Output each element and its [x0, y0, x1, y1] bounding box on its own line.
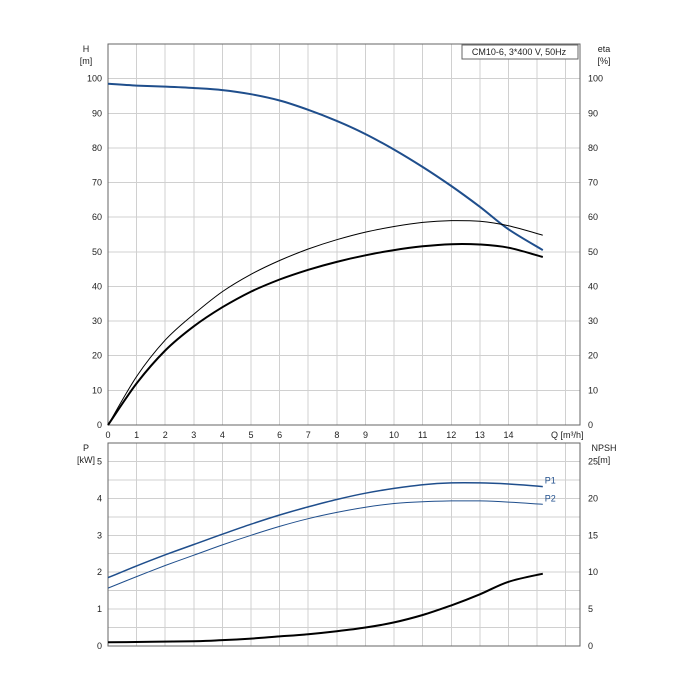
y-axis-unit-right: [m]: [598, 455, 611, 465]
y-tick-label-right: 80: [588, 143, 598, 153]
y-tick-label-left: 30: [92, 316, 102, 326]
y-tick-label-right: 15: [588, 530, 598, 540]
series-line-P2: [107, 500, 543, 589]
y-axis-label-left: P: [83, 443, 89, 453]
x-tick-label: 1: [134, 430, 139, 440]
y-tick-label-right: 40: [588, 281, 598, 291]
y-tick-label-left: 4: [97, 493, 102, 503]
series-line-eta-pump: [107, 220, 543, 426]
x-tick-label: 8: [334, 430, 339, 440]
y-axis-unit-left: [m]: [80, 56, 93, 66]
y-tick-label-left: 40: [92, 281, 102, 291]
x-tick-label: 7: [306, 430, 311, 440]
y-tick-label-right: 5: [588, 604, 593, 614]
y-tick-label-right: 10: [588, 567, 598, 577]
y-tick-label-left: 3: [97, 530, 102, 540]
chart-title-box: [461, 44, 579, 60]
y-axis-unit-left: [kW]: [77, 455, 95, 465]
series-line-head: [107, 82, 544, 251]
x-tick-label: 13: [475, 430, 485, 440]
y-tick-label-left: 5: [97, 456, 102, 466]
series-line-eta-total: [107, 243, 544, 426]
y-tick-label-right: 90: [588, 108, 598, 118]
series-label-P2: P2: [545, 493, 556, 503]
series-line-NPSH: [107, 572, 544, 644]
series-line-P1: [107, 481, 543, 579]
top-chart-grid: [107, 43, 581, 426]
y-axis-unit-right: [%]: [597, 56, 610, 66]
x-tick-label: 2: [163, 430, 168, 440]
bottom-plot-frame: [107, 442, 581, 647]
y-tick-label-left: 50: [92, 247, 102, 257]
y-tick-label-left: 20: [92, 351, 102, 361]
y-tick-label-left: 60: [92, 212, 102, 222]
y-tick-label-right: 100: [588, 74, 603, 84]
x-tick-label: 3: [191, 430, 196, 440]
bottom-chart-grid: [107, 442, 581, 647]
top-plot-frame: [107, 43, 581, 426]
x-axis-label: Q [m³/h]: [551, 430, 584, 440]
y-tick-label-left: 90: [92, 108, 102, 118]
y-tick-label-right: 20: [588, 351, 598, 361]
y-tick-label-left: 0: [97, 420, 102, 430]
y-tick-label-left: 1: [97, 604, 102, 614]
chart-labels: 0102030405060708090100010203040506070809…: [77, 44, 617, 651]
y-tick-label-left: 100: [87, 74, 102, 84]
y-tick-label-left: 80: [92, 143, 102, 153]
x-tick-label: 9: [363, 430, 368, 440]
y-tick-label-right: 10: [588, 385, 598, 395]
chart-title: CM10-6, 3*400 V, 50Hz: [472, 47, 567, 57]
x-tick-label: 0: [105, 430, 110, 440]
y-tick-label-left: 0: [97, 641, 102, 651]
y-axis-label-right: eta: [598, 44, 611, 54]
y-tick-label-right: 25: [588, 456, 598, 466]
top-chart-series: [107, 82, 544, 426]
y-tick-label-left: 2: [97, 567, 102, 577]
y-tick-label-right: 30: [588, 316, 598, 326]
y-tick-label-left: 70: [92, 178, 102, 188]
series-label-P1: P1: [545, 476, 556, 486]
y-tick-label-left: 10: [92, 385, 102, 395]
x-tick-label: 12: [446, 430, 456, 440]
x-tick-label: 5: [249, 430, 254, 440]
y-axis-label-left: H: [83, 44, 90, 54]
y-tick-label-right: 0: [588, 420, 593, 430]
x-tick-label: 10: [389, 430, 399, 440]
x-tick-label: 11: [418, 430, 427, 440]
y-tick-label-right: 20: [588, 493, 598, 503]
x-tick-label: 4: [220, 430, 225, 440]
y-axis-label-right: NPSH: [591, 443, 616, 453]
bottom-chart-series: [107, 481, 544, 644]
x-tick-label: 6: [277, 430, 282, 440]
y-tick-label-right: 50: [588, 247, 598, 257]
x-tick-label: 14: [503, 430, 513, 440]
y-tick-label-right: 70: [588, 178, 598, 188]
y-tick-label-right: 0: [588, 641, 593, 651]
y-tick-label-right: 60: [588, 212, 598, 222]
